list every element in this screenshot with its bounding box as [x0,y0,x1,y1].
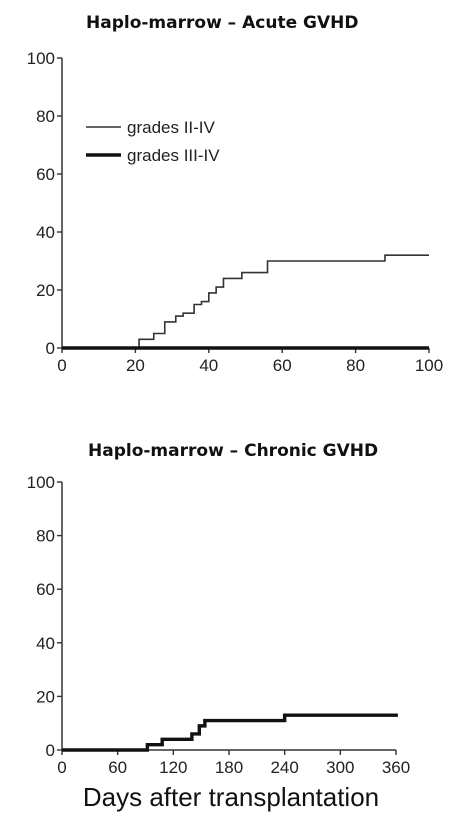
acute-series-lines [62,254,429,350]
chronic-y-tick-label: 60 [36,580,55,599]
chronic-y-tick-label: 100 [27,473,55,492]
chronic-y-tick-label: 80 [36,527,55,546]
acute-y-tick-label: 20 [36,281,55,300]
chronic-x-tick-label: 120 [159,758,187,777]
acute-x-tick-label: 100 [415,356,443,375]
chronic-x-tick-label: 180 [215,758,243,777]
chronic-x-tick-label: 240 [270,758,298,777]
acute-y-tick-label: 100 [27,49,55,68]
chronic-y-tick-label: 40 [36,634,55,653]
acute-tick-labels: 0 20 40 60 80 100 0 20 40 60 80 100 [27,49,444,375]
legend-label-grades-iii-iv: grades III-IV [127,146,220,165]
chronic-tick-labels: 0 20 40 60 80 100 0 60 120 180 240 300 360 [27,473,411,777]
legend-label-grades-ii-iv: grades II-IV [127,118,216,137]
acute-y-tick-label: 40 [36,223,55,242]
acute-gvhd-panel: Haplo-marrow – Acute GVHD 0 20 40 60 80 100 0 2… [27,13,444,375]
chronic-series-0-line [62,713,398,752]
x-axis-label: Days after transplantation [83,782,379,812]
acute-y-tick-label: 60 [36,165,55,184]
chronic-x-tick-label: 60 [108,758,127,777]
acute-series-0-line [62,254,429,349]
acute-axes [57,57,430,353]
chronic-x-tick-label: 0 [57,758,66,777]
acute-chart-title: Haplo-marrow – Acute GVHD [86,13,358,33]
acute-x-tick-label: 40 [199,356,218,375]
acute-x-tick-label: 0 [57,356,66,375]
acute-x-tick-label: 80 [346,356,365,375]
chronic-gvhd-panel: Haplo-marrow – Chronic GVHD 0 20 40 60 80 100… [27,441,411,812]
acute-y-tick-label: 0 [46,339,55,358]
acute-y-tick-label: 80 [36,107,55,126]
chronic-y-tick-label: 20 [36,687,55,706]
chronic-y-tick-label: 0 [46,741,55,760]
chronic-x-tick-label: 300 [326,758,354,777]
acute-x-tick-label: 60 [273,356,292,375]
acute-x-tick-label: 20 [126,356,145,375]
chronic-chart-title: Haplo-marrow – Chronic GVHD [88,441,378,461]
chronic-x-tick-label: 360 [382,758,410,777]
acute-legend: grades II-IV grades III-IV [86,118,220,165]
chronic-series-lines [62,713,398,752]
